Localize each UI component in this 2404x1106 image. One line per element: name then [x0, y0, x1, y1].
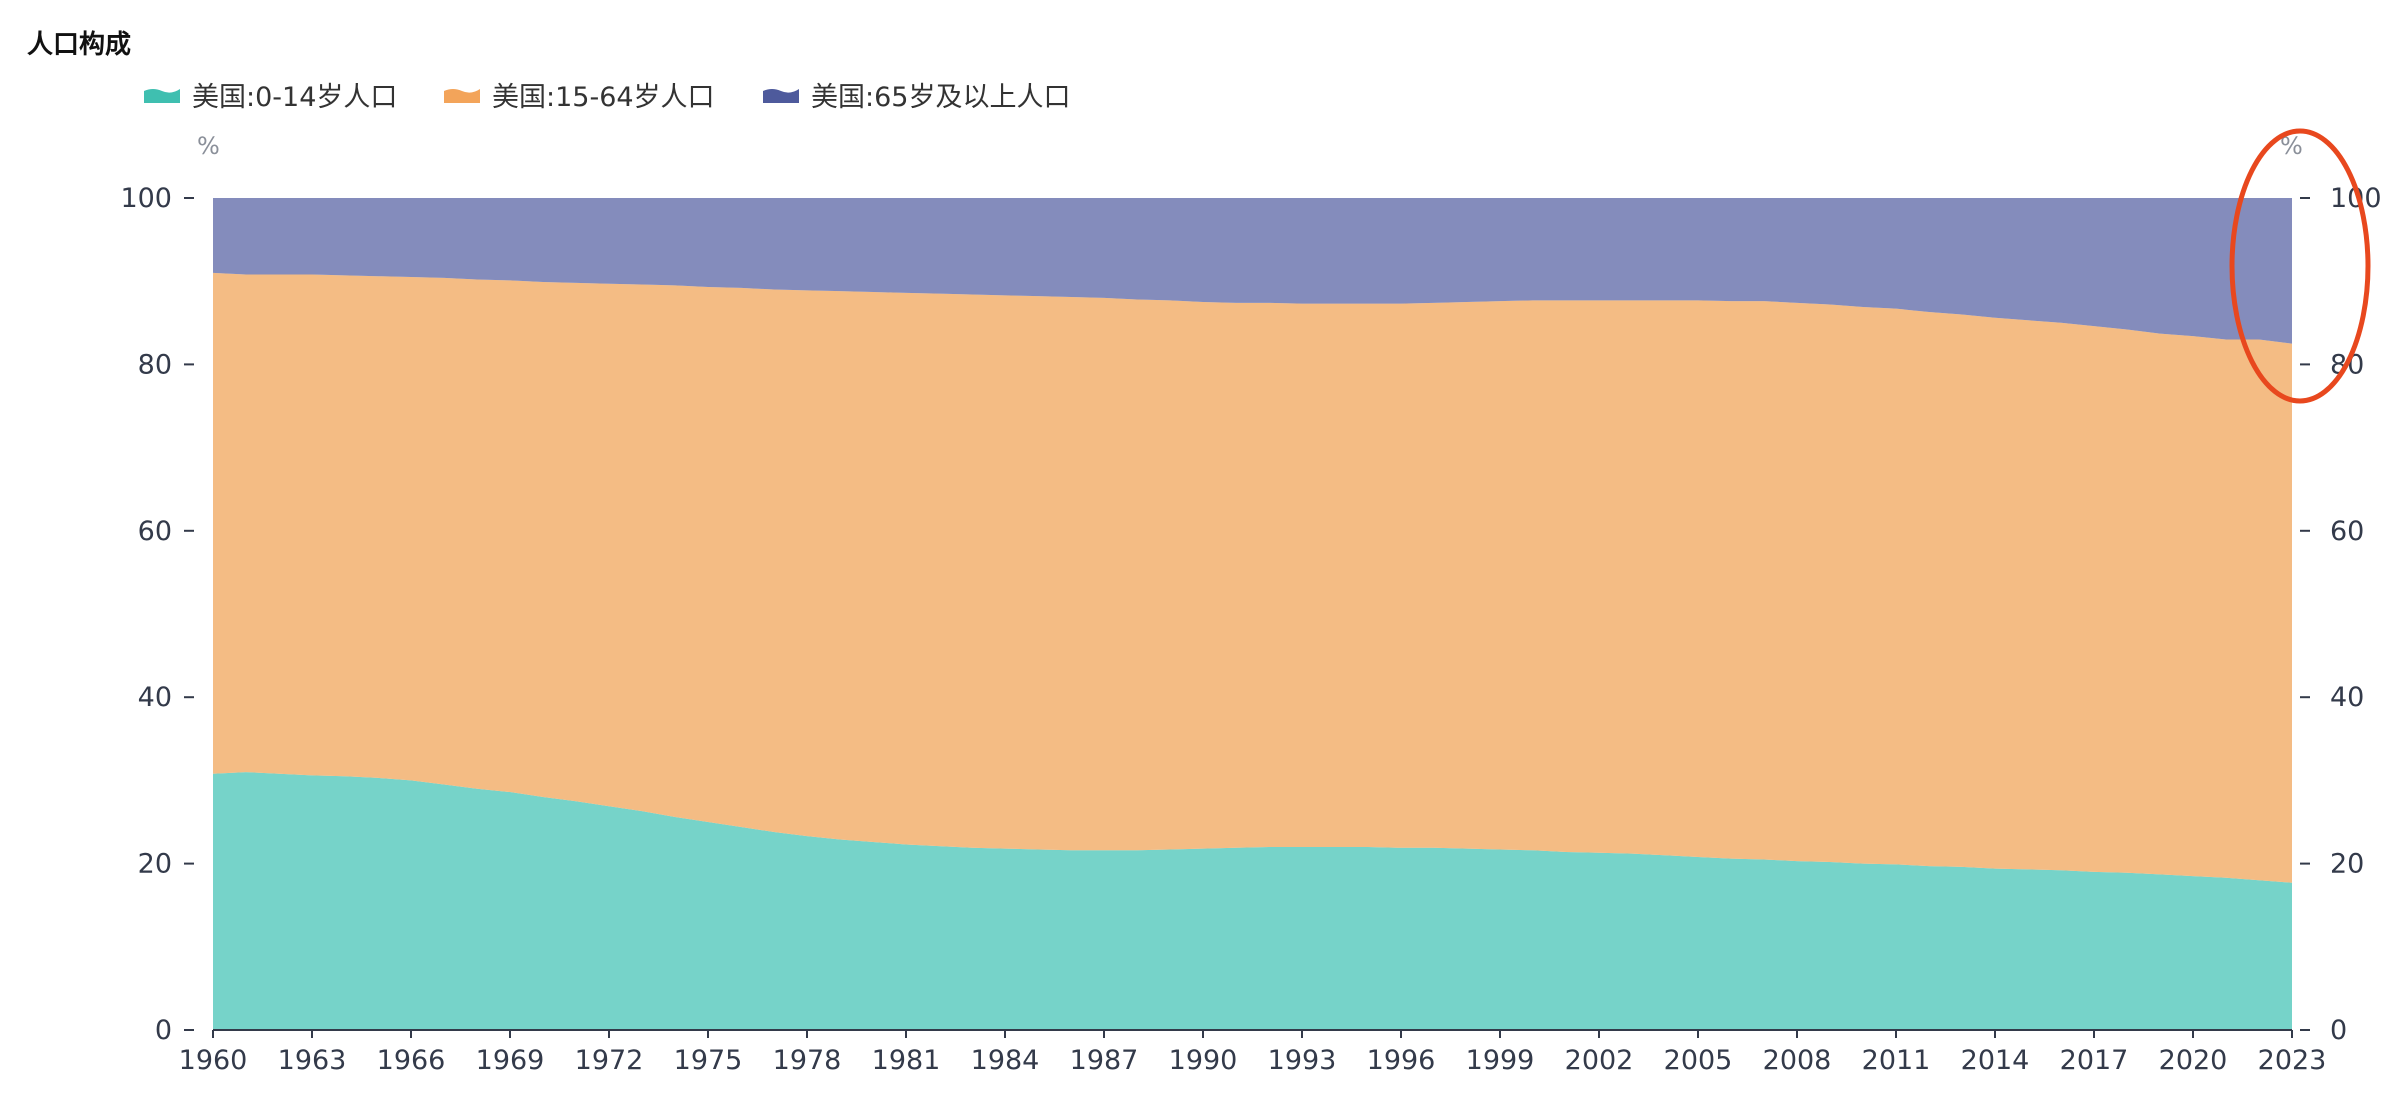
x-tick-label: 1963	[278, 1045, 347, 1076]
legend-item-15-64[interactable]: 美国:15-64岁人口	[444, 74, 715, 114]
y-left-tick-label: 60	[138, 516, 172, 547]
y-right-tick-label: 0	[2330, 1015, 2347, 1046]
x-tick-label: 2017	[2060, 1045, 2129, 1076]
y-left-tick-label: 80	[138, 349, 172, 380]
y-axis-left: 0 20 40 60 80 100	[120, 183, 194, 1046]
x-tick-label: 1972	[575, 1045, 644, 1076]
x-tick-label: 1978	[773, 1045, 842, 1076]
legend-swatch-65plus	[763, 89, 799, 103]
x-tick-label: 2023	[2258, 1045, 2327, 1076]
x-tick-label: 2005	[1664, 1045, 1733, 1076]
x-tick-label: 1996	[1367, 1045, 1436, 1076]
x-tick-label: 1960	[179, 1045, 248, 1076]
y-left-tick-label: 0	[155, 1015, 172, 1046]
y-left-tick-label: 100	[120, 183, 172, 214]
legend-label-65plus: 美国:65岁及以上人口	[811, 81, 1071, 113]
x-tick-label: 2020	[2159, 1045, 2228, 1076]
y-left-tick-label: 40	[138, 682, 172, 713]
legend-label-15-64: 美国:15-64岁人口	[492, 81, 715, 113]
x-tick-label: 1984	[971, 1045, 1040, 1076]
y-right-tick-label: 40	[2330, 682, 2364, 713]
area-0-14[interactable]	[213, 772, 2292, 1030]
x-tick-label: 1993	[1268, 1045, 1337, 1076]
legend-swatch-15-64	[444, 89, 480, 103]
legend-swatch-0-14	[144, 89, 180, 103]
x-tick-label: 1990	[1169, 1045, 1238, 1076]
area-15-64[interactable]	[213, 272, 2292, 883]
x-tick-label: 2011	[1862, 1045, 1931, 1076]
legend-label-0-14: 美国:0-14岁人口	[192, 81, 398, 113]
legend-item-0-14[interactable]: 美国:0-14岁人口	[144, 74, 397, 114]
x-tick-label: 2014	[1961, 1045, 2030, 1076]
y-right-tick-label: 60	[2330, 516, 2364, 547]
y-left-tick-label: 20	[138, 849, 172, 880]
x-tick-label: 2008	[1763, 1045, 1832, 1076]
axes-layer: 1960 1963 1966 1969 1972 1975 1978 1981 1984 1987…	[120, 132, 2381, 1076]
area-65plus[interactable]	[213, 198, 2292, 344]
x-tick-label: 1966	[377, 1045, 446, 1076]
annotation-circle	[2229, 128, 2371, 404]
x-axis-ticks: 1960 1963 1966 1969 1972 1975 1978 1981 1984 1987…	[179, 1030, 2327, 1076]
y-axis-right-unit: %	[2280, 132, 2303, 160]
area-layer	[213, 198, 2292, 1030]
y-right-tick-label: 20	[2330, 849, 2364, 880]
chart-title: 人口构成	[27, 30, 132, 60]
y-axis-left-unit: %	[197, 132, 220, 160]
x-tick-label: 1987	[1070, 1045, 1139, 1076]
x-tick-label: 1999	[1466, 1045, 1535, 1076]
legend-item-65plus[interactable]: 美国:65岁及以上人口	[763, 74, 1070, 114]
x-tick-label: 1969	[476, 1045, 545, 1076]
x-tick-label: 1975	[674, 1045, 743, 1076]
x-tick-label: 2002	[1565, 1045, 1634, 1076]
x-tick-label: 1981	[872, 1045, 941, 1076]
